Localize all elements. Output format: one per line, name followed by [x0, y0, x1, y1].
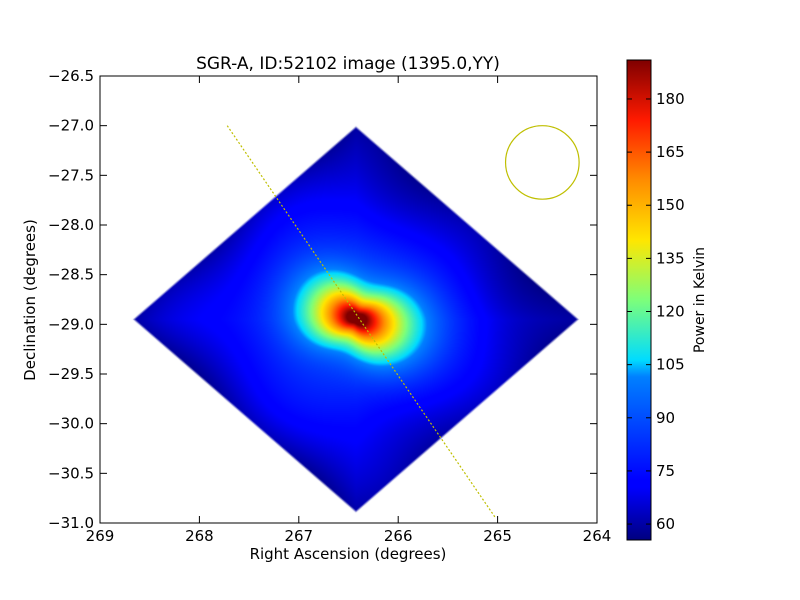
x-tick-label: 265 — [483, 527, 512, 545]
y-tick-label: −26.5 — [48, 67, 94, 85]
y-tick-label: −29.5 — [48, 365, 94, 383]
y-axis-label: Declination (degrees) — [21, 219, 39, 381]
colorbar-tick-label: 90 — [656, 409, 675, 427]
colorbar-tick-label: 180 — [656, 90, 685, 108]
colorbar: 60 75 90 105 120 135 150 165 180 Power in Kelvin — [626, 59, 708, 541]
colorbar-tick-label: 60 — [656, 515, 675, 533]
x-tick-label: 269 — [86, 527, 115, 545]
x-tick-label: 264 — [583, 527, 612, 545]
y-tick-label: −31.0 — [48, 514, 94, 532]
colorbar-gradient — [627, 60, 651, 540]
colorbar-tick-label: 165 — [656, 143, 685, 161]
y-tick-label: −27.0 — [48, 117, 94, 135]
chart-title: SGR-A, ID:52102 image (1395.0,YY) — [196, 54, 500, 74]
heatmap-image — [100, 76, 597, 523]
y-tick-label: −27.5 — [48, 166, 94, 184]
colorbar-tick-label: 120 — [656, 303, 685, 321]
colorbar-tick-label: 150 — [656, 196, 685, 214]
y-tick-label: −28.5 — [48, 266, 94, 284]
beam-circle — [504, 125, 580, 200]
colorbar-tick-label: 135 — [656, 249, 685, 267]
y-tick-label: −30.5 — [48, 464, 94, 482]
x-tick-label: 266 — [384, 527, 413, 545]
colorbar-frame — [626, 59, 652, 541]
plot-area: 269 268 267 266 265 264 −26.5−27.0−27.5−28.0−… — [48, 67, 611, 545]
colorbar-ticks: 60 75 90 105 120 135 150 165 180 — [627, 90, 685, 533]
y-tick-label: −28.0 — [48, 216, 94, 234]
scan-line — [226, 125, 497, 519]
x-tick-label: 267 — [284, 527, 313, 545]
colorbar-tick-label: 75 — [656, 462, 675, 480]
y-axis-ticks: −26.5 −27.0 −27.5 −28.0 −28.5 −29.0 −29.5 −30.0… — [48, 67, 597, 532]
y-tick-label: −30.0 — [48, 415, 94, 433]
plot-frame — [99, 75, 598, 524]
colorbar-label: Power in Kelvin — [692, 247, 708, 353]
colorbar-tick-label: 105 — [656, 356, 685, 374]
y-tick-label: −29.0 — [48, 315, 94, 333]
x-tick-label: 268 — [185, 527, 214, 545]
x-axis-ticks: 269 268 267 266 265 264 — [86, 76, 612, 545]
x-axis-label: Right Ascension (degrees) — [250, 545, 447, 563]
